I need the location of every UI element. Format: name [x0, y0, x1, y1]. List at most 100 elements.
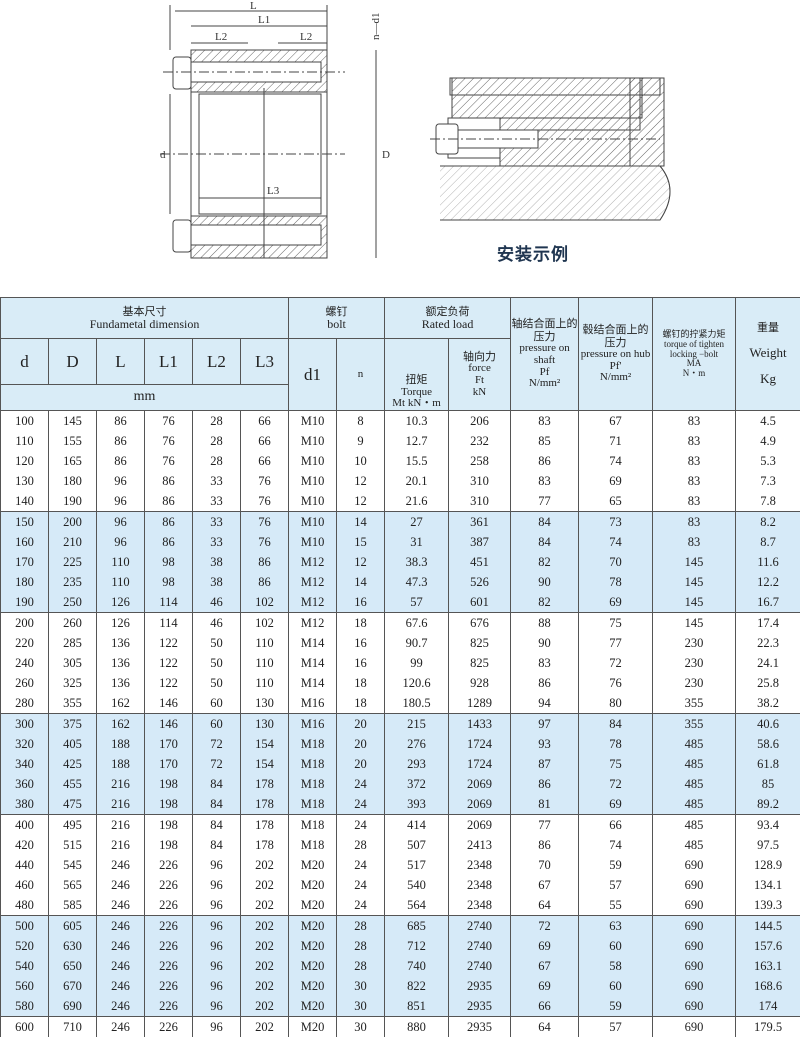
- table-cell: 545: [48, 855, 97, 875]
- table-cell: 60: [192, 693, 241, 714]
- table-cell: M20: [288, 855, 338, 875]
- table-cell: 59: [578, 996, 654, 1017]
- table-cell: 96: [192, 936, 241, 956]
- table-cell: 180: [48, 471, 97, 491]
- table-cell: M16: [288, 713, 338, 734]
- table-cell: 84: [578, 713, 654, 734]
- table-cell: 198: [144, 774, 193, 794]
- table-cell: 2348: [448, 855, 512, 875]
- table-cell: 2935: [448, 976, 512, 996]
- table-cell: M18: [288, 754, 338, 774]
- table-cell: 180: [0, 572, 49, 592]
- table-cell: 4.5: [735, 410, 800, 431]
- table-row: 500 605 246 226 96 202 M20 28 685 2740 72 63 690 144.…: [0, 915, 800, 936]
- table-row: 480 585 246 226 96 202 M20 24 564 2348 64 55 690 139.…: [0, 895, 800, 916]
- table-cell: 84: [192, 774, 241, 794]
- table-cell: 210: [48, 532, 97, 552]
- table-cell: 110: [96, 572, 145, 592]
- table-cell: 83: [652, 511, 737, 532]
- table-cell: 202: [239, 895, 290, 916]
- table-cell: 98: [144, 572, 193, 592]
- table-cell: 90: [510, 572, 580, 592]
- table-cell: 246: [96, 895, 145, 916]
- table-cell: 83: [652, 451, 737, 471]
- table-cell: 126: [96, 592, 145, 613]
- table-cell: M18: [288, 814, 338, 835]
- table-cell: 114: [144, 592, 193, 613]
- table-cell: 83: [652, 532, 737, 552]
- table-cell: 58: [578, 956, 654, 976]
- table-cell: 825: [448, 653, 512, 673]
- table-cell: 72: [578, 774, 654, 794]
- table-cell: 122: [144, 633, 193, 653]
- table-cell: 162: [96, 713, 145, 734]
- table-row: 460 565 246 226 96 202 M20 24 540 2348 67 57 690 134.…: [0, 875, 800, 895]
- table-cell: M20: [288, 976, 338, 996]
- table-cell: 605: [48, 915, 97, 936]
- table-cell: 31: [384, 532, 450, 552]
- table-cell: 12: [336, 552, 386, 572]
- table-cell: 88: [510, 612, 580, 633]
- table-cell: 226: [144, 1016, 193, 1037]
- table-cell: 12.7: [384, 431, 450, 451]
- table-cell: 30: [336, 1016, 386, 1037]
- table-cell: 380: [0, 794, 49, 815]
- table-cell: 206: [448, 410, 512, 431]
- table-cell: 130: [239, 713, 290, 734]
- table-cell: 690: [652, 996, 737, 1017]
- table-cell: 822: [384, 976, 450, 996]
- table-cell: 136: [96, 673, 145, 693]
- table-cell: 15.5: [384, 451, 450, 471]
- table-cell: 50: [192, 633, 241, 653]
- table-cell: 580: [0, 996, 49, 1017]
- table-cell: 130: [0, 471, 49, 491]
- table-cell: 393: [384, 794, 450, 815]
- table-cell: 24: [336, 895, 386, 916]
- table-cell: 355: [48, 693, 97, 714]
- table-cell: 24.1: [735, 653, 800, 673]
- table-cell: 102: [239, 592, 290, 613]
- table-cell: 67: [510, 956, 580, 976]
- table-cell: 2740: [448, 956, 512, 976]
- table-cell: 57: [578, 1016, 654, 1037]
- header-col-torque: 扭矩 Torque Mt kN・m: [384, 338, 450, 411]
- table-cell: 485: [652, 754, 737, 774]
- table-cell: 24: [336, 774, 386, 794]
- table-cell: 76: [578, 673, 654, 693]
- table-cell: 676: [448, 612, 512, 633]
- table-cell: 86: [510, 673, 580, 693]
- table-cell: 136: [96, 633, 145, 653]
- table-cell: 24: [336, 875, 386, 895]
- table-cell: 18: [336, 693, 386, 714]
- table-cell: 69: [510, 976, 580, 996]
- specification-table: 基本尺寸 Fundametal dimension 螺钉 bolt 额定负荷 Rate…: [0, 297, 800, 1037]
- table-cell: 38.3: [384, 552, 450, 572]
- header-col-n: n: [336, 338, 386, 411]
- table-cell: 360: [0, 774, 49, 794]
- table-row: 160 210 96 86 33 76 M10 15 31 387 84 74 83 8.7: [0, 532, 800, 552]
- table-cell: 120: [0, 451, 49, 471]
- table-cell: 198: [144, 794, 193, 815]
- table-row: 190 250 126 114 46 102 M12 16 57 601 82 69 145 16.7: [0, 592, 800, 613]
- table-cell: 825: [448, 633, 512, 653]
- table-cell: 250: [48, 592, 97, 613]
- table-cell: 78: [578, 572, 654, 592]
- table-row: 180 235 110 98 38 86 M12 14 47.3 526 90 78 145 12.2: [0, 572, 800, 592]
- table-cell: 155: [48, 431, 97, 451]
- table-cell: 226: [144, 956, 193, 976]
- table-cell: 20: [336, 734, 386, 754]
- table-cell: 246: [96, 976, 145, 996]
- table-cell: 96: [192, 855, 241, 875]
- table-cell: 86: [510, 451, 580, 471]
- table-cell: 216: [96, 835, 145, 855]
- table-cell: 59: [578, 855, 654, 875]
- table-cell: 33: [192, 532, 241, 552]
- table-cell: 33: [192, 511, 241, 532]
- table-cell: 200: [48, 511, 97, 532]
- table-cell: 146: [144, 713, 193, 734]
- table-cell: 601: [448, 592, 512, 613]
- table-cell: 246: [96, 855, 145, 875]
- table-cell: 69: [578, 592, 654, 613]
- table-cell: 246: [96, 875, 145, 895]
- table-cell: 565: [48, 875, 97, 895]
